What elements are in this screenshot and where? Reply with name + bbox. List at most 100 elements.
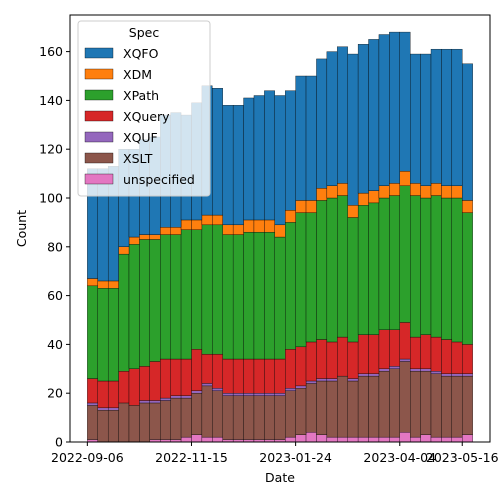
bar-segment-xqfo [243, 97, 255, 221]
bar-segment-xdm [274, 224, 286, 238]
bar-segment-xqfo [378, 34, 390, 186]
bar-segment-xquery [430, 336, 442, 372]
bar-segment-unspecified [368, 436, 380, 443]
bar-segment-xpath [378, 197, 390, 330]
bar-segment-xquf [160, 397, 171, 401]
bar-segment-xquery [285, 349, 296, 389]
legend-box [77, 20, 211, 197]
bar-segment-xpath [347, 217, 359, 343]
bar-segment-xquery [118, 371, 130, 404]
bar-segment-xdm [170, 227, 182, 235]
legend-label-xqfo: XQFO [123, 46, 159, 61]
bar-segment-xquf [170, 395, 182, 399]
bar-segment-xdm [347, 205, 359, 218]
bar-segment-xquery [326, 341, 338, 379]
bar-segment-xslt [170, 397, 182, 440]
bar-segment-xpath [462, 212, 473, 345]
bar-segment-xquf [285, 388, 296, 391]
bar-segment-xpath [222, 234, 234, 360]
bar-segment-xpath [149, 239, 161, 362]
bar-segment-xdm [410, 183, 421, 196]
bar-segment-xquery [149, 361, 161, 401]
bar-segment-xdm [441, 185, 453, 199]
bar-segment-xquf [430, 371, 442, 374]
bar-segment-unspecified [389, 436, 400, 443]
bar-segment-xpath [430, 195, 442, 338]
bar-segment-xquery [107, 380, 119, 409]
bar-segment-xpath [232, 234, 244, 360]
legend-label-xpath: XPath [123, 88, 159, 103]
bar-segment-xdm [139, 234, 150, 240]
bar-segment-xquery [232, 358, 244, 394]
bar-segment-xquf [368, 373, 380, 377]
legend-label-xslt: XSLT [123, 151, 153, 166]
bar-segment-xdm [326, 185, 338, 199]
bar-segment-xquery [368, 334, 380, 374]
bar-segment-xpath [243, 231, 255, 360]
bar-segment-xqfo [264, 90, 275, 221]
bar-segment-xdm [264, 219, 275, 233]
bar-segment-xdm [201, 214, 213, 226]
bar-segment-xquery [264, 358, 275, 394]
bar-segment-xquery [410, 336, 421, 369]
legend-swatch-xpath [84, 89, 114, 101]
bar-segment-xquery [316, 339, 328, 379]
legend-label-unspecified: unspecified [123, 172, 195, 187]
bar-segment-xslt [295, 388, 307, 435]
y-tick-label: 60 [47, 288, 63, 303]
bar-segment-xquf [316, 378, 328, 382]
bar-segment-xpath [420, 197, 432, 335]
bar-segment-xquery [87, 378, 98, 404]
bar-segment-unspecified [462, 434, 473, 443]
bar-segment-xquery [180, 358, 192, 396]
bar-segment-unspecified [285, 436, 296, 443]
bar-segment-xpath [337, 195, 348, 338]
bar-segment-xpath [451, 197, 463, 343]
legend-swatch-xslt [84, 152, 114, 164]
bar-segment-xdm [118, 246, 130, 255]
bar-segment-xslt [441, 375, 453, 438]
bar-segment-xqfo [305, 75, 317, 201]
bar-segment-xslt [451, 375, 463, 438]
bar-segment-xpath [295, 212, 307, 348]
bar-segment-xslt [274, 395, 286, 440]
bar-segment-xslt [253, 395, 265, 440]
bar-segment-xqfo [451, 48, 463, 186]
bar-segment-xslt [430, 373, 442, 438]
bar-segment-unspecified [295, 434, 307, 443]
bar-segment-xpath [410, 195, 421, 338]
bar-segment-xpath [191, 229, 203, 350]
bar-segment-xpath [139, 239, 150, 367]
bar-segment-unspecified [441, 436, 453, 443]
bar-segment-xquery [389, 329, 400, 367]
legend-swatch-xquery [84, 110, 114, 122]
bar-segment-xdm [316, 188, 328, 201]
x-tick-label: 2023-05-16 [426, 450, 499, 465]
bar-segment-xdm [357, 192, 369, 206]
bar-segment-xslt [264, 395, 275, 440]
bar-segment-xquf [326, 378, 338, 382]
bar-segment-unspecified [180, 436, 192, 443]
bar-segment-xquery [274, 358, 286, 394]
bar-segment-xslt [357, 375, 369, 438]
bar-segment-xslt [347, 380, 359, 438]
bar-segment-xslt [149, 402, 161, 440]
bar-segment-xslt [420, 371, 432, 435]
bar-segment-unspecified [305, 432, 317, 443]
bar-segment-unspecified [337, 436, 348, 443]
plot-frame [69, 14, 491, 443]
bar-segment-unspecified [357, 436, 369, 443]
bar-segment-xquf [97, 407, 109, 411]
legend-swatch-xdm [84, 68, 114, 80]
bar-segment-xdm [451, 185, 463, 199]
bar-segment-xpath [305, 212, 317, 343]
bar-segment-xpath [107, 288, 119, 382]
bar-segment-unspecified [212, 436, 223, 443]
bar-segment-xdm [180, 219, 192, 230]
bar-segment-xquery [305, 341, 317, 382]
y-tick-label: 100 [39, 191, 63, 206]
bar-segment-xquf [212, 388, 223, 391]
bar-segment-xquery [201, 353, 213, 384]
axes-layer: 0 20 40 60 80 100 120 140 160 2022-09-06 2022-11-1… [39, 14, 499, 465]
bar-segment-xquf [180, 395, 192, 399]
